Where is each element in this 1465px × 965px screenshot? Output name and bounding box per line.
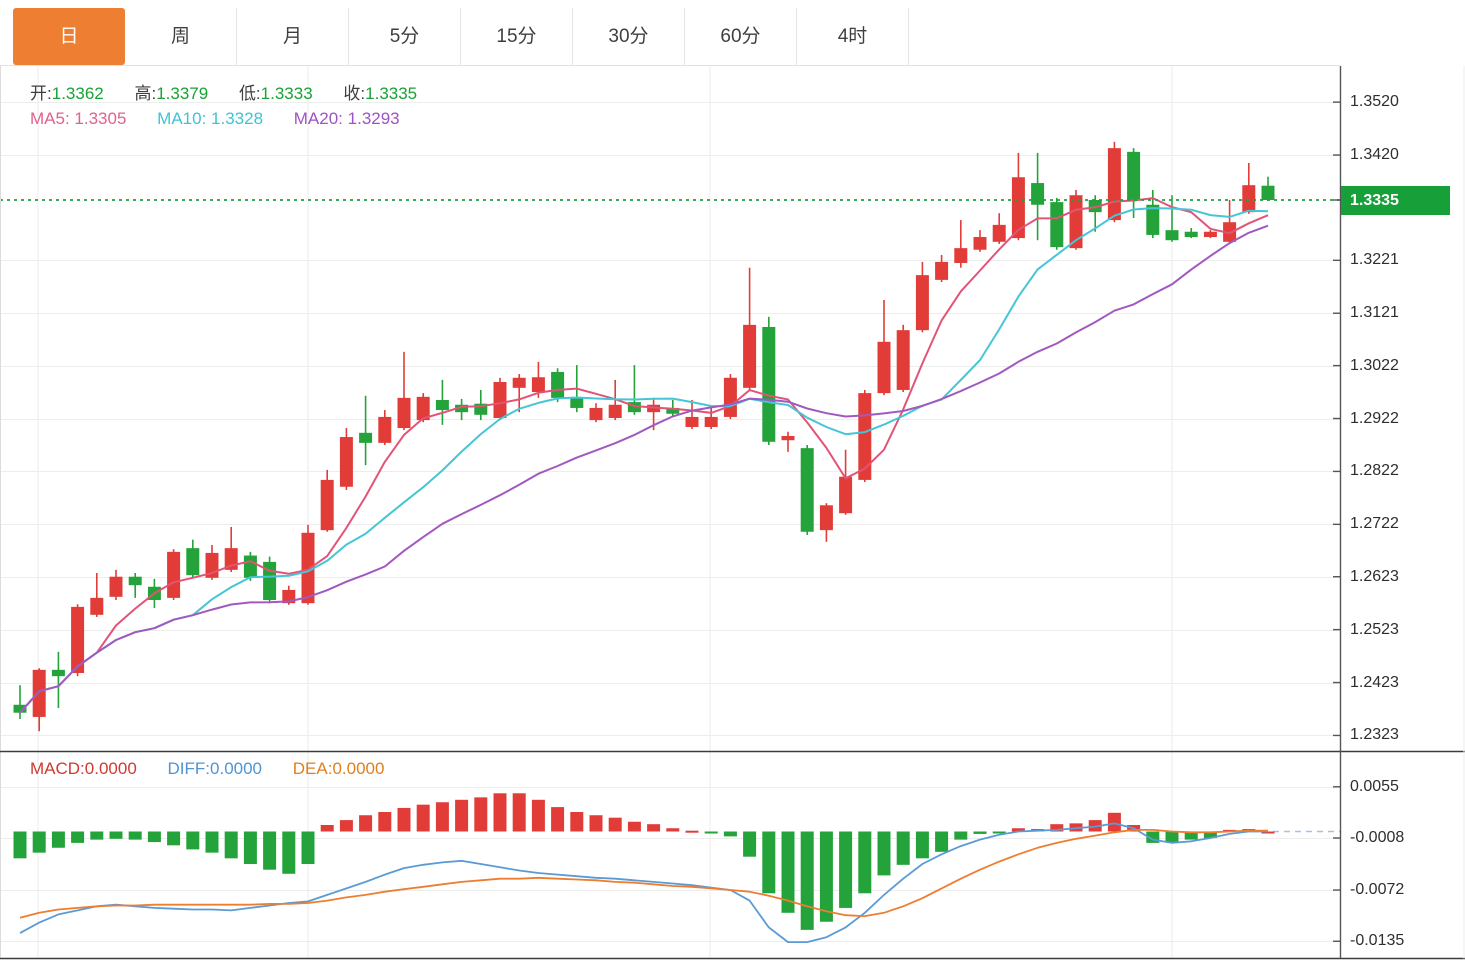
tab-item-3[interactable]: 5分 bbox=[349, 8, 461, 65]
macd-value: 0.0000 bbox=[84, 759, 137, 778]
ohlc-legend: 开:1.3362 高:1.3379 低:1.3333 收:1.3335 bbox=[30, 79, 443, 104]
high-label: 高: bbox=[134, 84, 157, 103]
price-axis-label: 1.3520 bbox=[1350, 93, 1399, 111]
dea-label: DEA: bbox=[292, 759, 333, 778]
price-axis-label: 1.2623 bbox=[1350, 567, 1399, 585]
diff-value: 0.0000 bbox=[210, 759, 263, 778]
ma10-label: MA10: bbox=[157, 109, 207, 128]
ma-legend: MA5: 1.3305 MA10: 1.3328 MA20: 1.3293 bbox=[30, 109, 426, 129]
price-axis-label: 1.2822 bbox=[1350, 462, 1399, 480]
macd-axis-label: -0.0135 bbox=[1350, 932, 1405, 950]
ma10-value: 1.3328 bbox=[211, 109, 264, 128]
close-value: 1.3335 bbox=[365, 84, 418, 103]
price-axis-label: 1.2922 bbox=[1350, 409, 1399, 427]
open-label: 开: bbox=[30, 84, 52, 103]
open-value: 1.3362 bbox=[51, 84, 104, 103]
tab-item-2[interactable]: 月 bbox=[237, 8, 349, 65]
price-axis-label: 1.3221 bbox=[1350, 251, 1399, 269]
price-axis-label: 1.2423 bbox=[1350, 673, 1399, 691]
tab-item-6[interactable]: 60分 bbox=[685, 8, 797, 65]
dea-value: 0.0000 bbox=[332, 759, 385, 778]
timeframe-tabbar: 日周月 5分 15分 30分 60分 4时 bbox=[0, 0, 1340, 66]
macd-legend: MACD:0.0000 DIFF:0.0000 DEA:0.0000 bbox=[30, 759, 410, 779]
ma5-label: MA5: bbox=[30, 109, 70, 128]
tab-item-1[interactable]: 周 bbox=[125, 8, 237, 65]
price-axis-label: 1.3022 bbox=[1350, 356, 1399, 374]
macd-label: MACD: bbox=[30, 759, 85, 778]
macd-axis-label: 0.0055 bbox=[1350, 777, 1399, 795]
close-label: 收: bbox=[343, 84, 366, 103]
ma20-value: 1.3293 bbox=[347, 109, 400, 128]
tab-item-7[interactable]: 4时 bbox=[797, 8, 909, 65]
diff-label: DIFF: bbox=[167, 759, 211, 778]
macd-axis-label: -0.0008 bbox=[1350, 829, 1405, 846]
ma5-value: 1.3305 bbox=[74, 109, 127, 128]
price-axis-label: 1.2523 bbox=[1350, 620, 1399, 638]
price-axis-label: 1.3121 bbox=[1350, 304, 1399, 322]
low-label: 低: bbox=[238, 84, 261, 103]
price-axis-label: 1.2722 bbox=[1350, 515, 1399, 533]
low-value: 1.3333 bbox=[260, 84, 313, 103]
high-value: 1.3379 bbox=[156, 84, 209, 103]
price-axis-label: 1.3420 bbox=[1350, 146, 1399, 164]
macd-axis-label: -0.0072 bbox=[1350, 881, 1405, 899]
tab-item-0[interactable]: 日 bbox=[13, 8, 125, 65]
current-price-tag: 1.3335 bbox=[1341, 186, 1450, 215]
tab-item-4[interactable]: 15分 bbox=[461, 8, 573, 65]
price-axis-label: 1.2323 bbox=[1350, 726, 1399, 744]
tab-item-5[interactable]: 30分 bbox=[573, 8, 685, 65]
ma20-label: MA20: bbox=[293, 109, 343, 128]
